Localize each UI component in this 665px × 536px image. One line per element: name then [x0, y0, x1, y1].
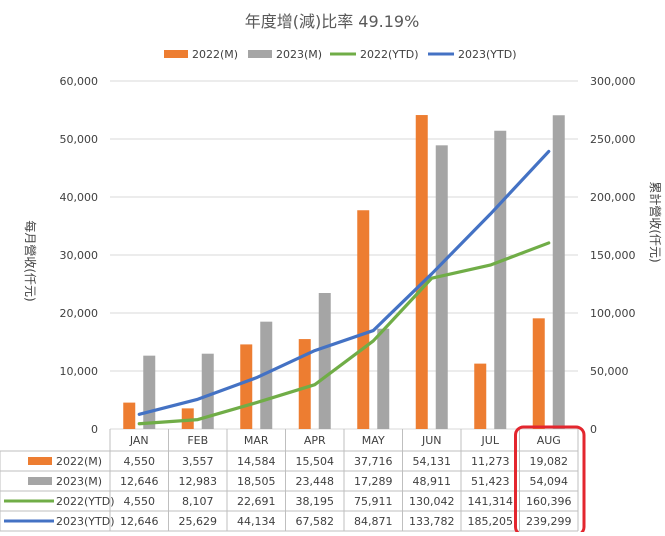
table-cell: 48,911 [413, 475, 452, 488]
legend-label: 2022(M) [192, 48, 238, 61]
table-cell: 141,314 [468, 495, 514, 508]
bar [415, 115, 428, 430]
table-cell: 160,396 [526, 495, 572, 508]
legend: 2022(M) 2023(M) 2022(YTD) 2023(YTD) [164, 48, 517, 61]
table-legend-key [28, 457, 52, 465]
table-cell: 185,205 [468, 515, 514, 528]
table-cell: 4,550 [124, 455, 156, 468]
legend-label: 2023(M) [276, 48, 322, 61]
table-cell: 12,646 [120, 515, 159, 528]
data-table: JAN FEB MAR APR MAY JUN JUL AUG 2022(M) 4,550 3,55… [0, 429, 579, 532]
table-cell: 18,505 [237, 475, 276, 488]
table-cell: 12,646 [120, 475, 159, 488]
bar [181, 408, 194, 429]
bar [532, 318, 545, 429]
x-tick-label: JUL [481, 434, 500, 447]
x-tick-label: JUN [421, 434, 442, 447]
bar [143, 355, 156, 429]
right-tick-label: 100,000 [590, 307, 636, 320]
table-row-label: 2022(YTD) [56, 495, 115, 508]
series-line [137, 149, 551, 416]
legend-swatch [164, 50, 188, 58]
table-cell: 4,550 [124, 495, 156, 508]
bar [298, 339, 311, 429]
x-tick-label: MAR [244, 434, 269, 447]
left-tick-label: 0 [91, 423, 98, 436]
table-cell: 67,582 [296, 515, 335, 528]
x-tick-label: AUG [537, 434, 561, 447]
legend-label: 2022(YTD) [360, 48, 419, 61]
legend-swatch [248, 50, 272, 58]
bar-series [123, 115, 565, 430]
table-row-label: 2022(M) [56, 455, 102, 468]
right-tick-label: 150,000 [590, 249, 636, 262]
table-cell: 14,584 [237, 455, 276, 468]
left-axis-ticks: 0 10,000 20,000 30,000 40,000 50,000 60,000 [60, 75, 99, 436]
table-cell: 38,195 [296, 495, 335, 508]
legend-label: 2023(YTD) [458, 48, 517, 61]
table-legend-key [28, 477, 52, 485]
table-cell: 51,423 [471, 475, 510, 488]
bar [377, 328, 390, 429]
bar [240, 344, 253, 429]
table-cell: 23,448 [296, 475, 335, 488]
bar [552, 115, 565, 430]
bar [494, 130, 507, 430]
right-tick-label: 300,000 [590, 75, 636, 88]
left-axis-label: 每月營收(仟元) [23, 220, 38, 301]
table-cell: 239,299 [526, 515, 572, 528]
gridlines [110, 80, 578, 430]
table-row-label: 2023(YTD) [56, 515, 115, 528]
line-series [137, 149, 551, 426]
right-axis-label: 累計營收(仟元) [648, 181, 663, 262]
left-tick-label: 60,000 [60, 75, 99, 88]
bar [201, 353, 214, 429]
right-tick-label: 50,000 [590, 365, 629, 378]
table-cell: 15,504 [296, 455, 335, 468]
bar [357, 210, 370, 429]
x-tick-label: JAN [129, 434, 149, 447]
x-tick-label: MAY [362, 434, 385, 447]
bar [435, 145, 448, 429]
table-cell: 130,042 [409, 495, 455, 508]
table-cell: 11,273 [471, 455, 510, 468]
table-cell: 44,134 [237, 515, 276, 528]
table-cell: 37,716 [354, 455, 393, 468]
table-cell: 133,782 [409, 515, 455, 528]
bar [318, 293, 331, 429]
table-cell: 12,983 [179, 475, 218, 488]
right-tick-label: 250,000 [590, 133, 636, 146]
table-cell: 8,107 [182, 495, 214, 508]
bar [123, 402, 136, 429]
table-row-label: 2023(M) [56, 475, 102, 488]
series-line [137, 241, 551, 426]
chart-title: 年度增(減)比率 49.19% [245, 12, 420, 31]
table-cell: 22,691 [237, 495, 276, 508]
table-cell: 25,629 [179, 515, 218, 528]
x-tick-label: FEB [187, 434, 208, 447]
table-cell: 3,557 [182, 455, 214, 468]
right-tick-label: 0 [590, 423, 597, 436]
table-cell: 54,094 [530, 475, 569, 488]
table-cell: 19,082 [530, 455, 569, 468]
right-tick-label: 200,000 [590, 191, 636, 204]
left-tick-label: 40,000 [60, 191, 99, 204]
right-axis-ticks: 0 50,000 100,000 150,000 200,000 250,000 300,0… [590, 75, 636, 436]
table-cell: 17,289 [354, 475, 393, 488]
table-cell: 75,911 [354, 495, 393, 508]
left-tick-label: 10,000 [60, 365, 99, 378]
table-cell: 84,871 [354, 515, 393, 528]
bar [474, 363, 487, 429]
left-tick-label: 20,000 [60, 307, 99, 320]
left-tick-label: 30,000 [60, 249, 99, 262]
table-cell: 54,131 [413, 455, 452, 468]
x-tick-label: APR [304, 434, 326, 447]
left-tick-label: 50,000 [60, 133, 99, 146]
